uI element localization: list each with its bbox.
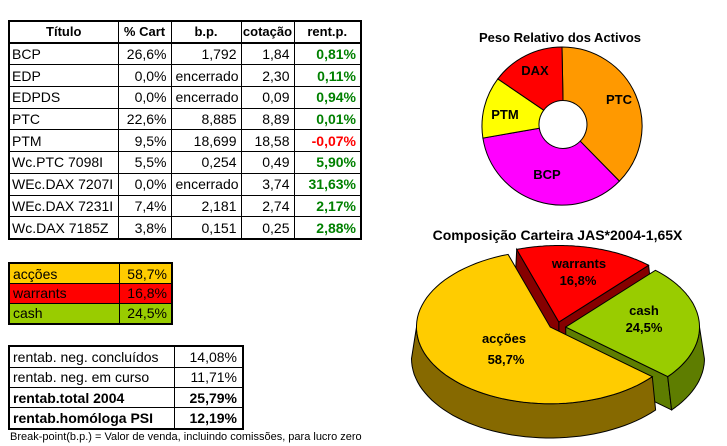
svg-text:58,7%: 58,7% — [488, 352, 525, 367]
svg-text:PTC: PTC — [606, 92, 633, 107]
svg-text:warrants: warrants — [551, 256, 606, 271]
svg-text:16,8%: 16,8% — [560, 273, 597, 288]
svg-text:DAX: DAX — [521, 63, 549, 78]
svg-text:BCP: BCP — [533, 167, 561, 182]
svg-text:cash: cash — [629, 303, 659, 318]
svg-text:24,5%: 24,5% — [626, 320, 663, 335]
svg-text:acções: acções — [482, 331, 526, 346]
svg-text:PTM: PTM — [491, 107, 518, 122]
